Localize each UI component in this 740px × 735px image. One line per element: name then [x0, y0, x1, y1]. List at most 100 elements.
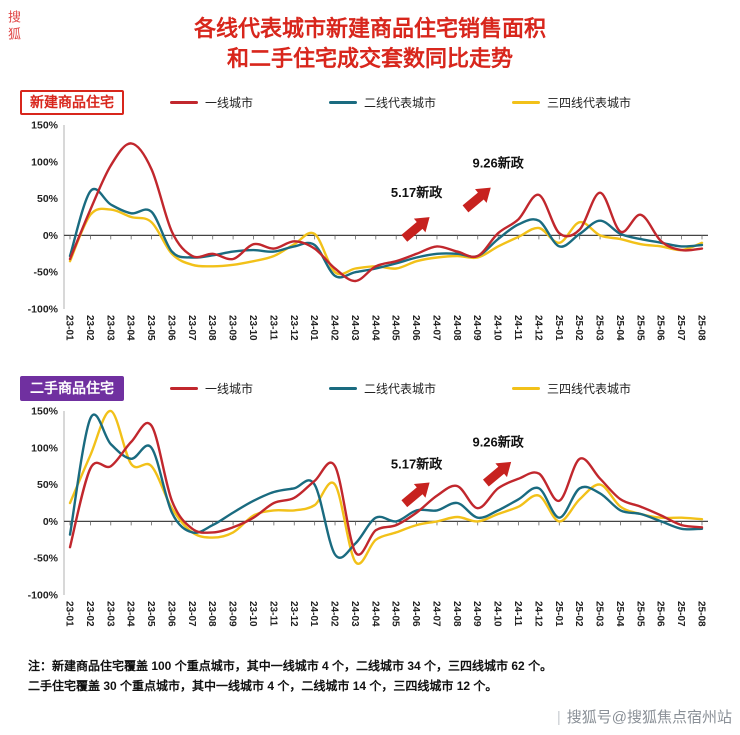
- legend-new-homes: 一线城市 二线代表城市 三四线代表城市: [170, 94, 631, 111]
- x-tick-label: 24-12: [532, 601, 543, 627]
- legend-label-tier34: 三四线代表城市: [547, 95, 632, 110]
- legend-item-tier1: 一线城市: [170, 380, 253, 397]
- chart-section-secondhand: 二手商品住宅 一线城市 二线代表城市 三四线代表城市 150% 100% 50% 0%…: [20, 375, 720, 645]
- policy-arrow-icon: [401, 482, 430, 508]
- policy-arrow-icon: [401, 217, 430, 243]
- policy-arrow-icon: [462, 188, 491, 213]
- chart-header-secondhand: 二手商品住宅 一线城市 二线代表城市 三四线代表城市: [20, 375, 720, 401]
- x-tick-label: 23-02: [84, 601, 95, 627]
- x-tick-label: 24-05: [390, 315, 401, 341]
- secondhand-line-chart: 150% 100% 50% 0% -50% -100% 23-01 23-02 23-03 23-…: [28, 406, 708, 627]
- x-tick-label: 24-06: [410, 601, 421, 627]
- x-tick-label: 24-01: [308, 315, 319, 341]
- chart-badge-secondhand: 二手商品住宅: [20, 375, 124, 401]
- x-tick-label: 25-03: [594, 315, 605, 341]
- y-tick-label: -50%: [33, 553, 58, 565]
- policy-annotation-label: 5.17新政: [391, 186, 443, 201]
- x-tick-label: 25-05: [634, 601, 645, 627]
- x-tick-label: 23-11: [267, 601, 278, 626]
- x-tick-label: 25-07: [675, 601, 686, 627]
- x-tick-label: 23-03: [104, 601, 115, 627]
- x-tick-label: 25-05: [634, 315, 645, 341]
- legend-item-tier34: 三四线代表城市: [512, 94, 631, 111]
- x-tick-label: 23-04: [125, 315, 136, 341]
- x-tick-label: 23-08: [206, 315, 217, 341]
- y-tick-label: 50%: [37, 193, 59, 205]
- x-tick-label: 23-06: [165, 315, 176, 341]
- legend-item-tier1: 一线城市: [170, 94, 253, 111]
- footnotes: 注：新建商品住宅覆盖 100 个重点城市，其中一线城市 4 个，二线城市 34 …: [28, 657, 740, 695]
- x-tick-label: 23-02: [84, 315, 95, 341]
- bottom-watermark-text: 搜狐号@搜狐焦点宿州站: [566, 709, 732, 726]
- y-tick-label: 100%: [31, 157, 59, 169]
- policy-arrow-group: [462, 188, 491, 213]
- left-watermark-text: 搜狐: [6, 10, 21, 44]
- tier2-line-swatch: [329, 100, 358, 105]
- page-title: 各线代表城市新建商品住宅销售面积 和二手住宅成交套数同比走势: [0, 14, 740, 73]
- series-line-0: [68, 142, 704, 283]
- x-tick-label: 23-09: [227, 315, 238, 341]
- tier34-line-swatch: [512, 100, 541, 105]
- policy-arrow-group: [482, 462, 512, 487]
- x-tick-label: 23-06: [165, 601, 176, 627]
- legend-secondhand: 一线城市 二线代表城市 三四线代表城市: [170, 380, 631, 397]
- x-tick-label: 23-07: [186, 601, 197, 627]
- x-tick-label: 25-08: [696, 315, 707, 341]
- new-homes-line-chart: 150% 100% 50% 0% -50% -100% 23-01 23-02 23-03 23-…: [28, 120, 708, 341]
- x-tick-label: 24-01: [308, 601, 319, 627]
- policy-annotation-label: 9.26新政: [472, 156, 524, 171]
- x-tick-label: 23-05: [145, 601, 156, 627]
- y-tick-label: 50%: [37, 479, 59, 491]
- legend-label-tier1: 一线城市: [205, 381, 254, 396]
- x-tick-label: 24-11: [512, 315, 523, 340]
- legend-label-tier2: 二线代表城市: [364, 95, 437, 110]
- x-tick-label: 23-12: [288, 315, 299, 341]
- watermark-divider: |: [556, 709, 561, 726]
- x-tick-label: 25-02: [573, 601, 584, 627]
- x-tick-label: 23-03: [104, 315, 115, 341]
- y-tick-label: 0%: [43, 230, 59, 242]
- x-tick-label: 24-04: [369, 601, 380, 627]
- x-tick-label: 24-07: [430, 601, 441, 627]
- x-tick-label: 23-10: [247, 315, 258, 341]
- x-tick-label: 23-12: [288, 601, 299, 627]
- x-tick-label: 23-01: [64, 315, 75, 341]
- x-tick-label: 23-08: [206, 601, 217, 627]
- y-tick-label: 150%: [31, 406, 59, 418]
- x-tick-label: 25-03: [594, 601, 605, 627]
- series-line-0: [68, 422, 704, 557]
- chart-section-new-homes: 新建商品住宅 一线城市 二线代表城市 三四线代表城市 150% 100% 50% 0%…: [20, 89, 720, 359]
- x-tick-label: 24-11: [512, 601, 523, 626]
- y-tick-label: 0%: [43, 516, 59, 528]
- x-tick-label: 24-10: [492, 315, 503, 341]
- x-tick-label: 25-02: [573, 315, 584, 341]
- y-tick-label: -100%: [28, 304, 59, 316]
- x-tick-label: 24-09: [471, 315, 482, 341]
- x-tick-label: 25-06: [655, 601, 666, 627]
- y-tick-label: 100%: [31, 443, 59, 455]
- tier2-line-swatch: [329, 386, 358, 391]
- x-tick-label: 24-03: [349, 601, 360, 627]
- x-tick-label: 25-04: [614, 315, 625, 341]
- series-line-1: [68, 188, 704, 279]
- x-tick-label: 23-11: [267, 315, 278, 340]
- chart-header-new-homes: 新建商品住宅 一线城市 二线代表城市 三四线代表城市: [20, 89, 720, 115]
- x-tick-label: 24-10: [492, 601, 503, 627]
- tier1-line-swatch: [170, 386, 198, 391]
- bottom-watermark: | 搜狐号@搜狐焦点宿州站: [557, 706, 732, 727]
- x-tick-label: 24-12: [532, 315, 543, 341]
- policy-annotation-label: 5.17新政: [391, 457, 443, 472]
- x-tick-label: 23-10: [247, 601, 258, 627]
- legend-label-tier1: 一线城市: [205, 95, 254, 110]
- policy-arrow-group: [401, 217, 430, 243]
- x-tick-label: 23-07: [186, 315, 197, 341]
- footnote-line1: 注：新建商品住宅覆盖 100 个重点城市，其中一线城市 4 个，二线城市 34 …: [28, 659, 553, 674]
- policy-arrow-group: [401, 482, 430, 508]
- tier1-line-swatch: [170, 100, 198, 105]
- x-tick-label: 23-09: [227, 601, 238, 627]
- y-tick-label: 150%: [31, 120, 59, 132]
- page-title-line2: 和二手住宅成交套数同比走势: [226, 45, 513, 71]
- x-tick-label: 23-04: [125, 601, 136, 627]
- footnote-line2: 二手住宅覆盖 30 个重点城市，其中一线城市 4 个，二线城市 14 个，三四线…: [28, 678, 498, 693]
